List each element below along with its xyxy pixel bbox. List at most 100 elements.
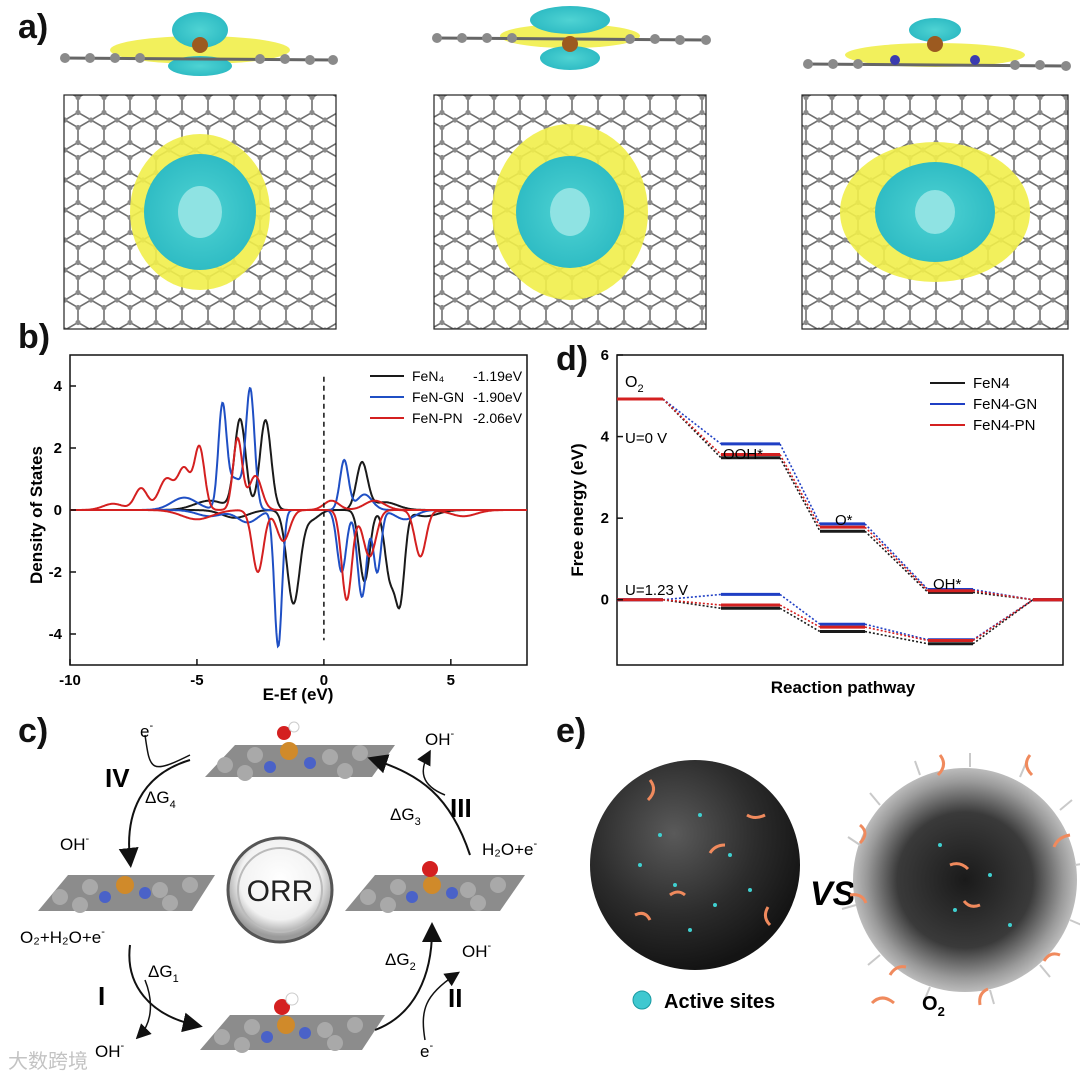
side-view-fen-pn	[803, 18, 1071, 71]
fe-x-axis-label: Reaction pathway	[771, 678, 916, 697]
dos-ytick-label: -4	[49, 626, 63, 643]
fe-connector-u0-2-1	[779, 454, 821, 528]
spiky-sphere	[853, 768, 1077, 992]
dos-curve-down-0	[70, 509, 527, 610]
dos-curve-up-2	[70, 436, 527, 511]
potential-label-u123: U=1.23 V	[625, 582, 688, 599]
dos-curve-up-1	[70, 386, 527, 511]
top-view-fen-gn	[433, 94, 707, 330]
fe-ytick-label: 6	[601, 347, 609, 364]
legend-label-fen-pn: FeN-PN	[412, 410, 463, 426]
legend-value-fen-pn: -2.06eV	[473, 410, 523, 426]
step-numeral-iv: IV	[105, 763, 130, 793]
step-label-o2: O2	[625, 374, 644, 395]
legend-value-fen4: -1.19eV	[473, 368, 523, 384]
orr-center-label: ORR	[247, 875, 314, 908]
fe-connector-u123-0-1	[779, 607, 821, 633]
smooth-sphere	[590, 760, 800, 970]
step-label-ooh: OOH*	[723, 446, 763, 463]
active-site-legend-icon	[632, 990, 652, 1010]
slab-top	[205, 721, 395, 781]
step-numeral-ii: II	[448, 983, 462, 1013]
step-label-o: O*	[835, 512, 853, 529]
species-oh-right: OH-	[462, 940, 492, 961]
panel-label-e: e)	[556, 712, 587, 750]
panel-label-b: b)	[18, 318, 51, 356]
dos-x-axis-label: E-Ef (eV)	[263, 685, 334, 704]
fe-ytick-label: 2	[601, 510, 609, 527]
dg4-label: ΔG4	[145, 788, 176, 811]
species-e-top: e-	[140, 720, 153, 741]
step-numeral-iii: III	[450, 793, 472, 823]
dos-ytick-label: 0	[54, 502, 62, 519]
o2-legend-icon	[870, 996, 895, 1005]
fe-legend: FeN4 FeN4-GN FeN4-PN	[930, 375, 1037, 434]
dos-legend: FeN₄ FeN-GN FeN-PN -1.19eV -1.90eV -2.06…	[370, 368, 523, 426]
dos-chart: -4 -2 0 2 4 -10 -5 0 5 E-Ef (eV) Density of Sta…	[27, 354, 528, 704]
fe-y-axis-label: Free energy (eV)	[568, 443, 587, 576]
fe-plot-frame	[616, 354, 1064, 666]
side-view-fen4	[60, 12, 338, 76]
legend-label-fen4-d: FeN4	[973, 375, 1010, 392]
slab-left	[38, 875, 215, 913]
panel-label-c: c)	[18, 712, 49, 750]
fe-connector-u123-1-2	[864, 623, 929, 641]
panel-a-figure	[60, 6, 1071, 330]
panel-label-a: a)	[18, 8, 49, 46]
dos-ytick-label: 4	[54, 378, 63, 395]
panel-label-d: d)	[556, 340, 589, 378]
panel-e-figure: VS Active sites O2	[590, 753, 1080, 1019]
watermark: 大数跨境	[8, 1051, 88, 1073]
species-oh-left: OH-	[60, 833, 90, 854]
dg2-label: ΔG2	[385, 950, 416, 973]
arrow-step-iii	[367, 754, 471, 856]
legend-label-fen4: FeN₄	[412, 368, 444, 384]
species-o2-h2o-e: O₂+H₂O+e-	[20, 926, 105, 947]
dos-xtick-label: 5	[447, 672, 455, 689]
fe-connector-u123-2-2	[864, 626, 929, 642]
dos-curve-down-2	[70, 509, 527, 602]
fe-connector-u0-1-2	[864, 523, 929, 591]
dos-xtick-label: -10	[59, 672, 81, 689]
legend-value-fen-gn: -1.90eV	[473, 389, 523, 405]
step-label-oh: OH*	[933, 576, 962, 593]
fe-connector-u0-1-1	[779, 443, 821, 525]
fe-connector-u0-2-2	[864, 526, 929, 592]
fe-connector-u123-0-3	[972, 599, 1034, 645]
species-oh-top-right: OH-	[425, 728, 455, 749]
fe-connector-u123-0-2	[864, 630, 929, 645]
active-sites-legend-label: Active sites	[664, 991, 775, 1013]
fe-connector-u123-2-0	[662, 598, 722, 606]
top-view-fen-pn	[801, 94, 1069, 330]
dos-ytick-label: 2	[54, 440, 62, 457]
species-oh-bottom: OH-	[95, 1040, 125, 1061]
dos-xtick-label: 0	[320, 672, 328, 689]
arrow-step-iv	[118, 759, 191, 868]
fe-connector-u0-0-2	[864, 530, 929, 593]
fe-connector-u0-1-3	[972, 588, 1034, 601]
slab-bottom	[200, 992, 385, 1053]
species-h2o-e: H₂O+e-	[482, 838, 537, 859]
legend-label-fen4-pn: FeN4-PN	[973, 417, 1036, 434]
dg3-label: ΔG3	[390, 805, 421, 828]
dos-xtick-label: -5	[190, 672, 203, 689]
orr-ring	[226, 836, 334, 944]
arrow-step-ii	[374, 922, 442, 1031]
fe-connector-u123-1-1	[779, 593, 821, 625]
top-view-fen4	[63, 94, 337, 330]
fe-connector-u123-1-0	[662, 593, 722, 601]
slab-right	[345, 861, 525, 913]
fe-connector-u123-2-3	[972, 599, 1034, 642]
legend-label-fen4-gn: FeN4-GN	[973, 396, 1037, 413]
fe-connector-u0-1-0	[662, 398, 722, 445]
orr-cycle-diagram: ORR IV III I II ΔG4 ΔG3 ΔG1 ΔG2 e- OH- O…	[20, 720, 537, 1061]
dos-y-axis-label: Density of States	[27, 446, 46, 584]
fe-connector-u0-0-3	[972, 591, 1034, 601]
arrow-step-i	[128, 944, 203, 1033]
fe-connector-u0-2-3	[972, 589, 1034, 601]
dos-curve-up-0	[70, 417, 527, 511]
fe-ytick-label: 0	[601, 592, 609, 609]
dg1-label: ΔG1	[148, 962, 179, 985]
fe-ytick-label: 4	[601, 429, 610, 446]
o2-legend-label: O2	[922, 993, 945, 1019]
